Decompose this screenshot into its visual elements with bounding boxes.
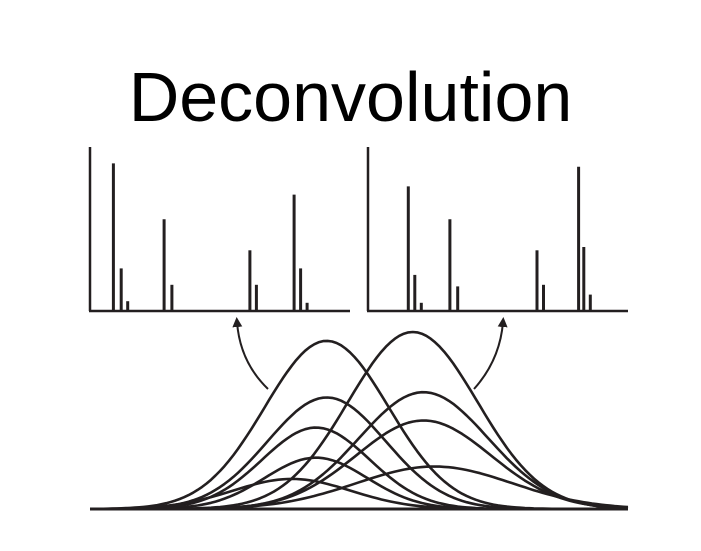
arrow-to-left-spectrum	[232, 317, 269, 390]
chromatogram	[89, 330, 629, 511]
mass-spectrum-left	[88, 147, 350, 313]
elution-profile-1	[90, 339, 628, 511]
elution-profile-8	[90, 419, 629, 511]
spectrum-left-peaks	[111, 163, 309, 311]
chromatogram-curves	[89, 330, 629, 511]
diagram-title: Deconvolution	[128, 58, 573, 136]
mass-spectrum-right	[366, 147, 628, 313]
arrow-to-right-spectrum	[473, 317, 508, 390]
spectrum-right-peaks	[406, 166, 592, 311]
